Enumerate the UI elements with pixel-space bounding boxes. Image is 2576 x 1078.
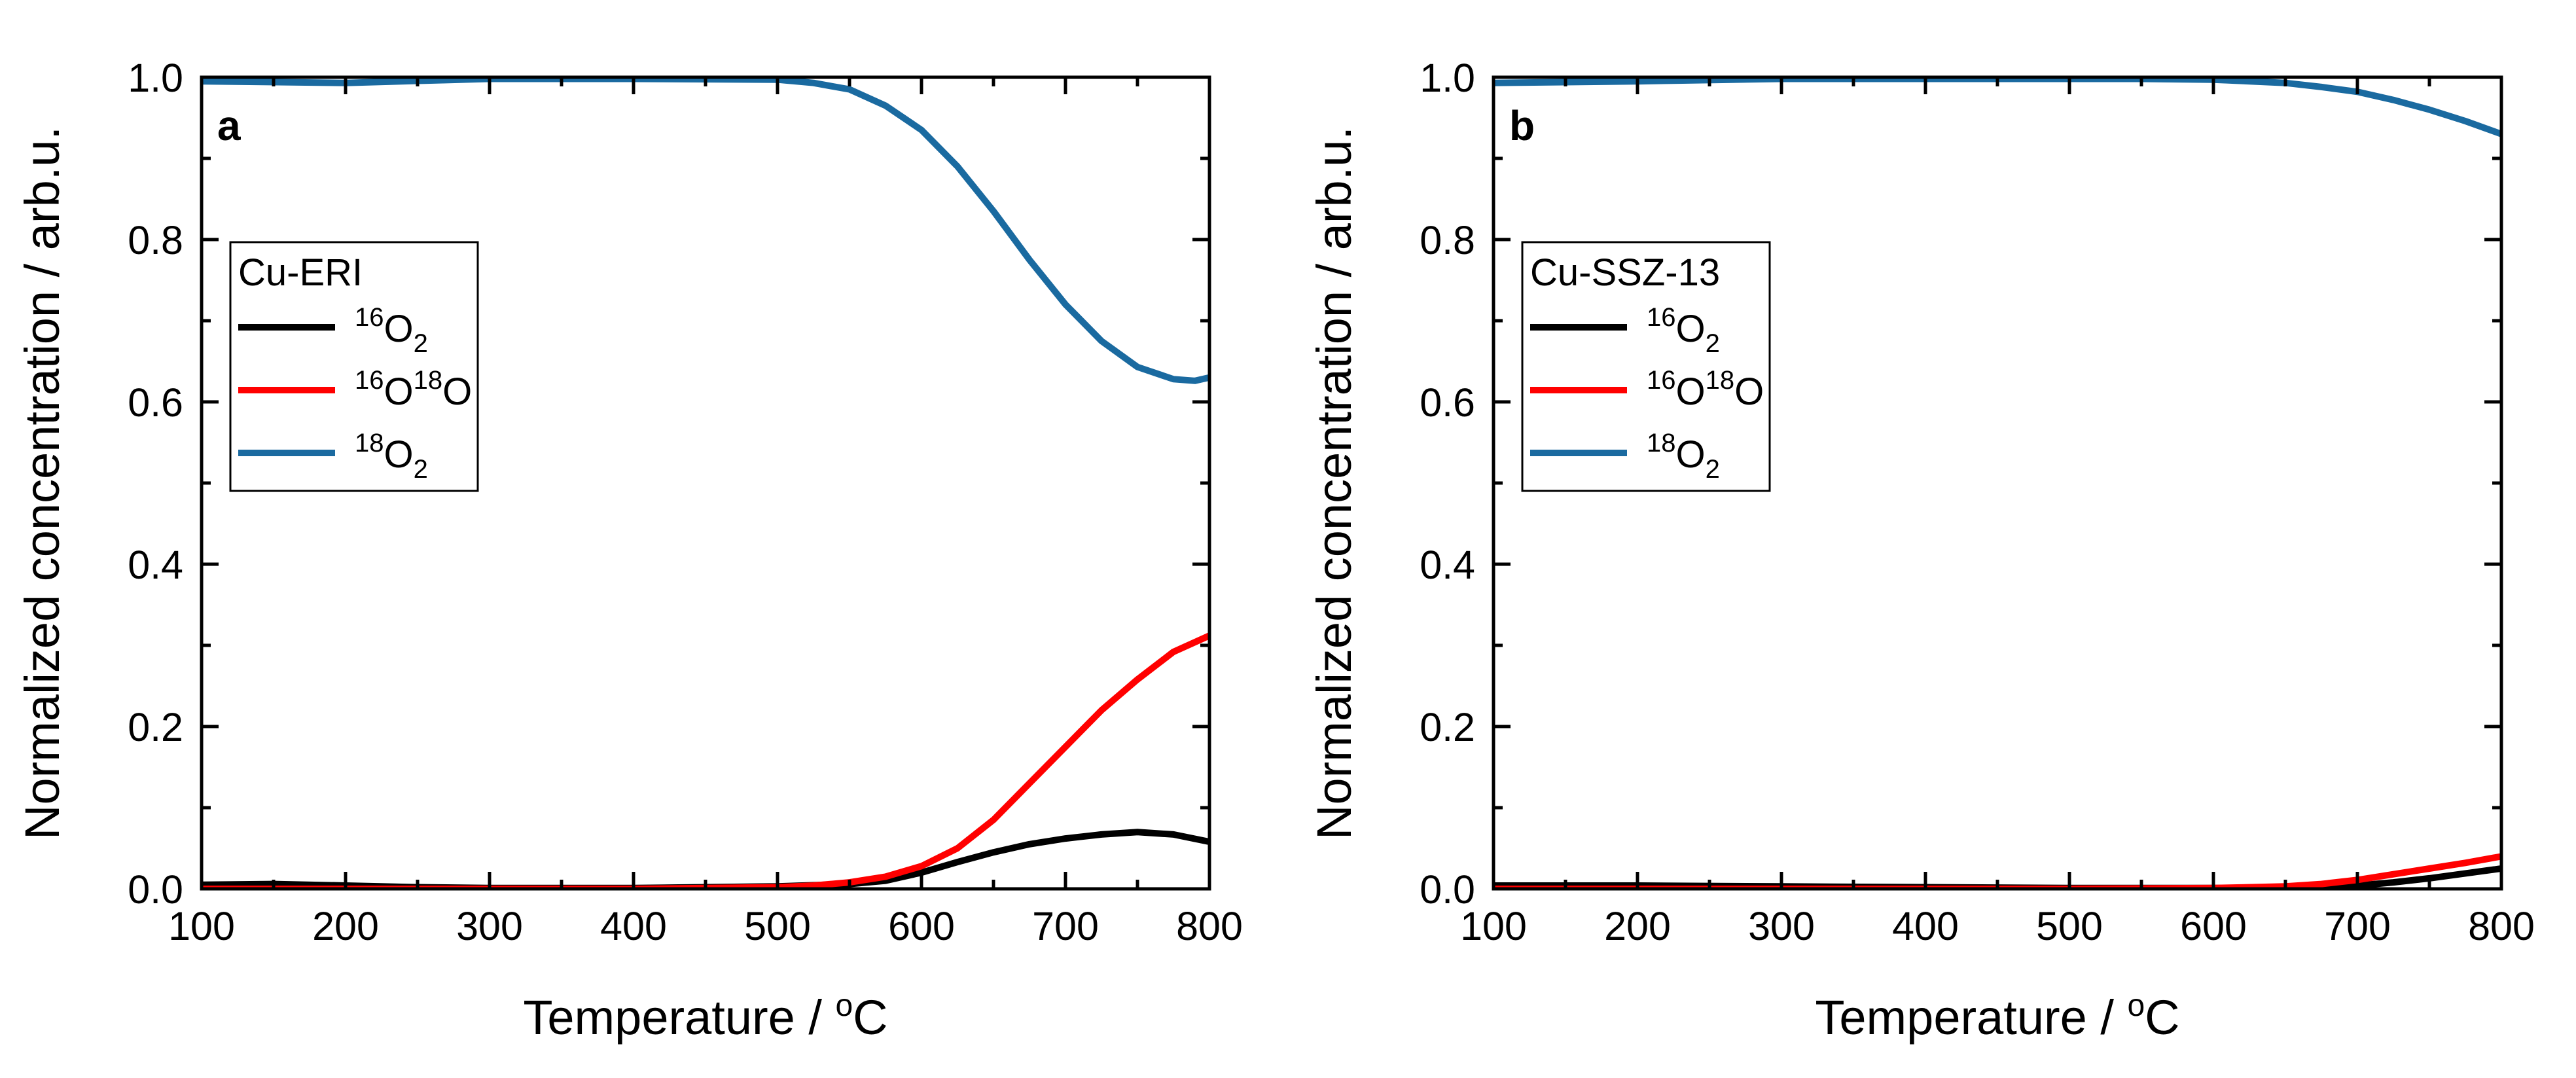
- y-tick-label: 0.0: [128, 867, 183, 912]
- y-axis-title: Normalized concentration / arb.u.: [1307, 126, 1361, 840]
- legend-sup: 18: [355, 429, 384, 458]
- y-tick-label: 0.8: [128, 218, 183, 262]
- legend-sub: 2: [414, 329, 428, 358]
- legend-sub: 2: [1706, 329, 1720, 358]
- y-tick-label: 0.6: [1420, 380, 1475, 425]
- legend-base: O: [1676, 308, 1706, 350]
- chart-panel-a: 100 200 300 400 500 600 700 800 0.0 0.2 0.4 0.6 0.8 1…: [15, 56, 1243, 1045]
- y-tick-label: 0.2: [128, 705, 183, 749]
- x-tick-label: 300: [1748, 904, 1815, 948]
- y-tick-label: 0.8: [1420, 218, 1475, 262]
- legend-base: O: [384, 370, 414, 413]
- x-tick-label: 700: [1032, 904, 1099, 948]
- legend-sup: 16: [1647, 303, 1676, 332]
- x-axis-title-unit: C: [853, 990, 887, 1045]
- x-axis-title-degree: o: [835, 988, 853, 1023]
- legend-tail: O: [1734, 370, 1764, 413]
- legend-base: O: [1676, 370, 1706, 413]
- y-tick-label: 0.2: [1420, 705, 1475, 749]
- x-tick-label: 400: [1892, 904, 1959, 948]
- panel-label: b: [1509, 102, 1535, 149]
- legend-sub: 2: [414, 455, 428, 484]
- legend-base: O: [1676, 433, 1706, 476]
- x-axis-title-degree: o: [2127, 988, 2145, 1023]
- y-tick-label: 0.6: [128, 380, 183, 425]
- panel-label: a: [217, 102, 241, 149]
- y-tick-label: 0.4: [128, 543, 183, 587]
- x-tick-label: 500: [2036, 904, 2103, 948]
- x-tick-label: 200: [312, 904, 379, 948]
- x-tick-label: 100: [168, 904, 235, 948]
- legend-entry-16O18O: 16O18O: [1647, 366, 1764, 413]
- x-tick-label: 700: [2324, 904, 2391, 948]
- chart-panel-b: 100 200 300 400 500 600 700 800 0.0 0.2 0.4 0.6 0.8 1…: [1307, 56, 2535, 1045]
- legend-entry-18O2: 18O2: [1647, 429, 1720, 484]
- legend-tail: O: [442, 370, 472, 413]
- x-axis-title: Temperature / oC: [1815, 988, 2179, 1045]
- x-tick-label: 400: [600, 904, 667, 948]
- x-tick-label: 500: [744, 904, 811, 948]
- x-axis-title-unit: C: [2145, 990, 2179, 1045]
- legend-base: O: [384, 308, 414, 350]
- legend-entry-18O2: 18O2: [355, 429, 428, 484]
- legend-sup: 18: [1647, 429, 1676, 458]
- legend-entry-16O2: 16O2: [355, 303, 428, 358]
- legend-sub: 2: [1706, 455, 1720, 484]
- y-tick-label: 0.4: [1420, 543, 1475, 587]
- x-tick-label: 200: [1604, 904, 1671, 948]
- x-tick-label: 600: [2180, 904, 2247, 948]
- legend-base: O: [384, 433, 414, 476]
- x-tick-label: 600: [888, 904, 955, 948]
- legend-sup: 16: [355, 303, 384, 332]
- x-tick-label: 300: [456, 904, 523, 948]
- legend-entry-16O2: 16O2: [1647, 303, 1720, 358]
- legend-title: Cu-SSZ-13: [1530, 251, 1720, 294]
- legend-box: [229, 241, 479, 492]
- legend-sup: 16: [355, 366, 384, 395]
- x-axis-title-text: Temperature /: [1815, 990, 2127, 1045]
- y-tick-label: 1.0: [128, 56, 183, 100]
- x-tick-label: 800: [2468, 904, 2535, 948]
- legend-sup: 16: [1647, 366, 1676, 395]
- x-axis-title: Temperature / oC: [523, 988, 887, 1045]
- y-tick-label: 0.0: [1420, 867, 1475, 912]
- legend-box: [1521, 241, 1771, 492]
- y-axis-title: Normalized concentration / arb.u.: [15, 126, 69, 840]
- x-tick-label: 100: [1460, 904, 1527, 948]
- y-tick-label: 1.0: [1420, 56, 1475, 100]
- series-line-18O2: [1494, 77, 2501, 137]
- legend-sup2: 18: [1706, 366, 1735, 395]
- legend-title: Cu-ERI: [238, 251, 363, 294]
- x-tick-label: 800: [1176, 904, 1243, 948]
- series-line-16O18O: [202, 632, 1209, 889]
- x-axis-title-text: Temperature /: [523, 990, 835, 1045]
- series-line-16O2: [202, 829, 1209, 889]
- legend-sup2: 18: [414, 366, 443, 395]
- legend-entry-16O18O: 16O18O: [355, 366, 472, 413]
